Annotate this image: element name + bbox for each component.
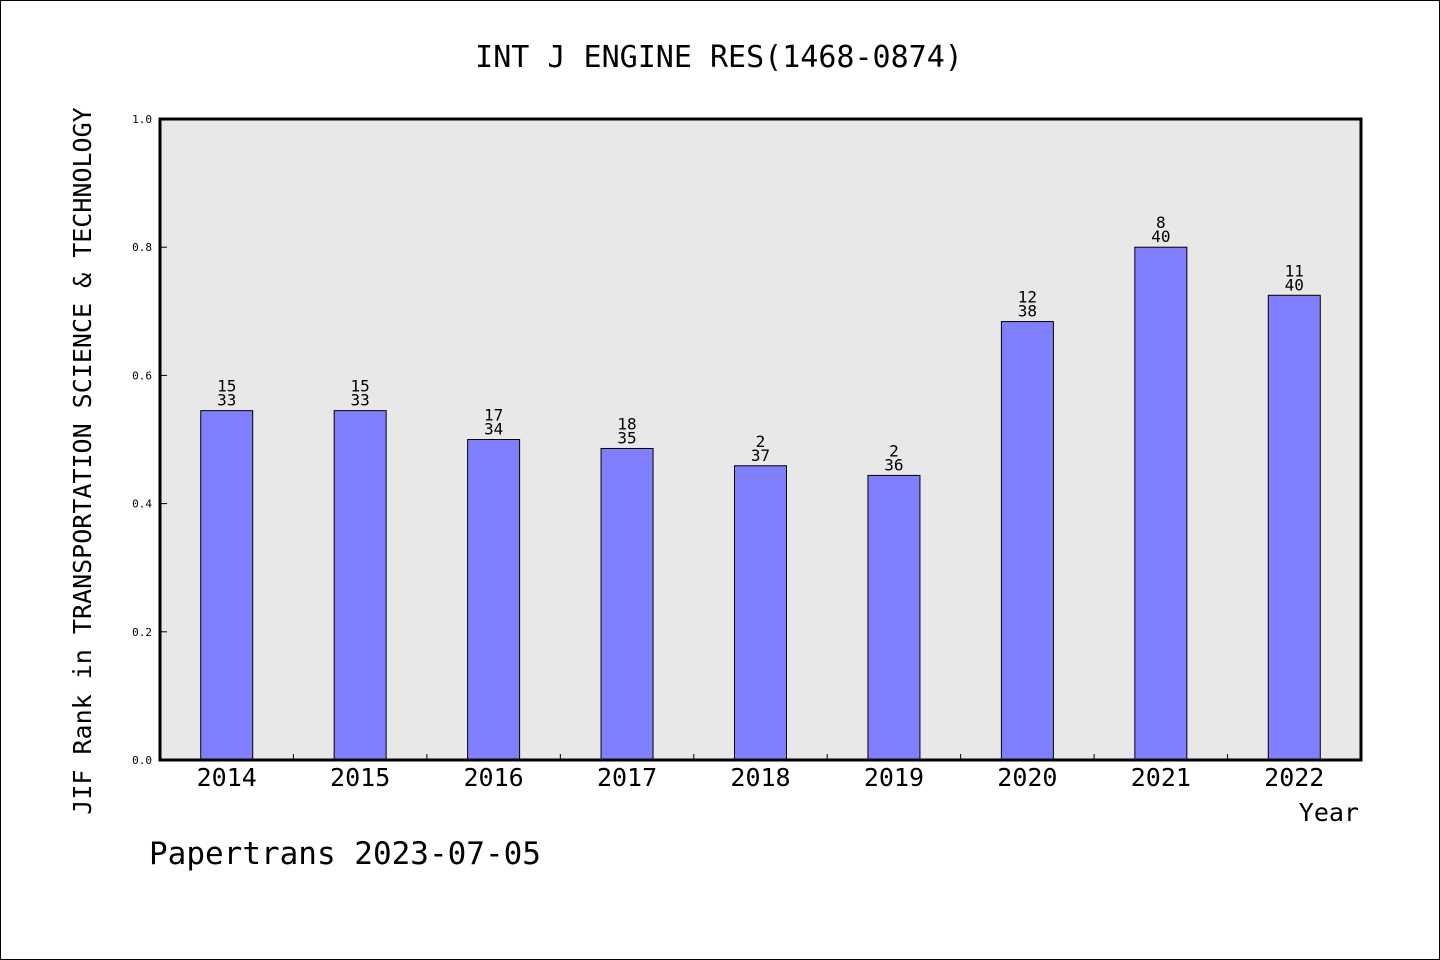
plot-area: 0.00.20.40.60.81.01533201415332015173420… (132, 113, 1363, 792)
y-tick-label: 0.6 (132, 369, 152, 382)
bar-rank-label: 2 (756, 432, 766, 451)
bar-total-label: 33 (351, 391, 370, 410)
y-tick-label: 0.8 (132, 241, 152, 254)
x-tick-label: 2015 (330, 763, 390, 792)
bar-rank-label: 11 (1285, 261, 1304, 280)
bar-total-label: 40 (1151, 227, 1170, 246)
bar-rank-label: 15 (217, 377, 236, 396)
bar-rank-label: 2 (889, 441, 899, 460)
y-tick-label: 0.2 (132, 626, 152, 639)
x-tick-label: 2021 (1131, 763, 1191, 792)
bar-rank-label: 12 (1018, 288, 1037, 307)
bar (1134, 246, 1188, 761)
y-tick-label: 0.4 (132, 498, 152, 511)
bar-total-label: 38 (1018, 302, 1037, 321)
y-tick-label: 0.0 (132, 754, 152, 767)
x-tick-label: 2018 (730, 763, 790, 792)
x-tick-label: 2022 (1264, 763, 1324, 792)
x-tick-label: 2019 (864, 763, 924, 792)
bar (600, 447, 654, 761)
bar-total-label: 33 (217, 391, 236, 410)
chart-title: INT J ENGINE RES(1468-0874) (475, 40, 963, 75)
bar-rank-label: 18 (617, 414, 636, 433)
y-axis-label: JIF Rank in TRANSPORTATION SCIENCE & TEC… (68, 107, 97, 814)
x-tick-label: 2016 (464, 763, 524, 792)
footer-credit: Papertrans 2023-07-05 (149, 836, 541, 872)
bar (333, 410, 387, 761)
y-tick-label: 1.0 (132, 113, 152, 126)
bar (867, 474, 921, 761)
bar-total-label: 35 (617, 428, 636, 447)
x-axis-label: Year (1299, 798, 1359, 827)
bar-total-label: 37 (751, 446, 770, 465)
bar-rank-label: 15 (351, 377, 370, 396)
bar-total-label: 34 (484, 420, 503, 439)
x-tick-label: 2020 (997, 763, 1057, 792)
bar (734, 465, 787, 761)
bar-rank-label: 8 (1156, 213, 1166, 232)
bar (1267, 294, 1321, 761)
bar (1000, 321, 1054, 761)
bar-total-label: 40 (1285, 275, 1304, 294)
bar-total-label: 36 (884, 455, 903, 474)
x-tick-label: 2017 (597, 763, 657, 792)
bar-rank-label: 17 (484, 406, 503, 425)
bar (200, 410, 254, 761)
bar (467, 439, 521, 761)
x-tick-label: 2014 (197, 763, 257, 792)
plot-border (158, 117, 1363, 762)
